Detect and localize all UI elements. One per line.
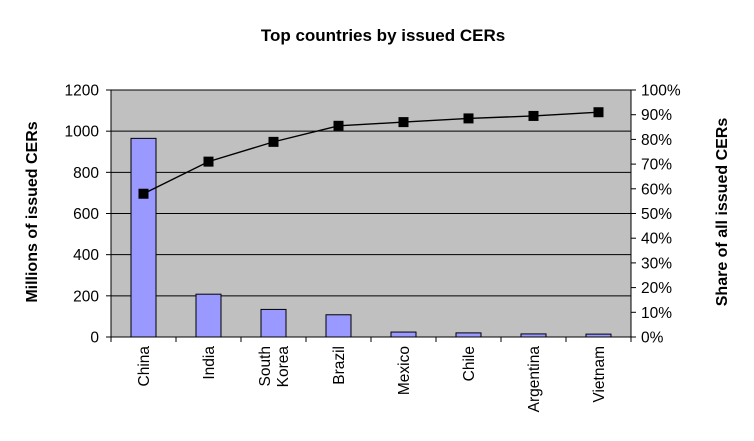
- category-label: Argentina: [526, 346, 543, 413]
- left-axis-ticks: 0 200 400 600 800 1000 1200: [65, 83, 111, 347]
- category-label: China: [136, 346, 153, 387]
- category-axis-ticks: China India South Korea Brazil Mexico Chile Arg…: [136, 346, 608, 413]
- category-label: Korea: [275, 346, 292, 388]
- right-axis-tick-label: 60%: [641, 181, 672, 198]
- category-label: Mexico: [396, 346, 413, 395]
- category-label: South: [257, 346, 274, 387]
- category-label: Brazil: [331, 346, 348, 385]
- bar: [130, 137, 157, 338]
- left-axis-tick-label: 400: [73, 247, 99, 264]
- category-label: Chile: [461, 346, 478, 381]
- right-axis-label: Share of all issued CERs: [714, 118, 731, 307]
- right-axis-tick-label: 20%: [641, 280, 672, 297]
- line-marker: [528, 110, 539, 121]
- category-label: Vietnam: [591, 346, 608, 403]
- left-axis-tick-label: 1000: [65, 124, 100, 141]
- right-axis-tick-label: 30%: [641, 255, 672, 272]
- right-axis-tick-label: 40%: [641, 231, 672, 248]
- right-axis-ticks: 0% 10% 20% 30% 40% 50% 60% 70% 80% 90% 100%: [631, 83, 681, 347]
- right-axis-tick-label: 100%: [641, 83, 681, 100]
- category-label: India: [201, 346, 218, 380]
- bar: [325, 314, 352, 338]
- line-marker: [398, 117, 409, 128]
- left-axis-tick-label: 200: [73, 288, 99, 305]
- line-marker: [463, 113, 474, 124]
- line-marker: [203, 156, 214, 167]
- left-axis-tick-label: 0: [90, 330, 99, 347]
- line-marker: [333, 120, 344, 131]
- right-axis-tick-label: 10%: [641, 305, 672, 322]
- bar: [195, 293, 222, 338]
- right-axis-tick-label: 50%: [641, 206, 672, 223]
- right-axis-tick-label: 70%: [641, 157, 672, 174]
- line-marker: [268, 136, 279, 147]
- right-axis-tick-label: 80%: [641, 132, 672, 149]
- cumulative-share-line: [143, 111, 599, 195]
- line-marker: [138, 188, 149, 199]
- bar: [390, 331, 417, 338]
- left-axis-tick-label: 600: [73, 206, 99, 223]
- line-marker: [593, 107, 604, 118]
- right-axis-tick-label: 90%: [641, 107, 672, 124]
- right-axis-tick-label: 0%: [641, 330, 664, 347]
- chart-title: Top countries by issued CERs: [261, 26, 505, 45]
- left-axis-label: Millions of issued CERs: [24, 121, 41, 302]
- left-axis-tick-label: 1200: [65, 83, 100, 100]
- plot-area: [110, 89, 632, 342]
- bar: [455, 332, 482, 338]
- left-axis-tick-label: 800: [73, 165, 99, 182]
- bar: [260, 308, 287, 338]
